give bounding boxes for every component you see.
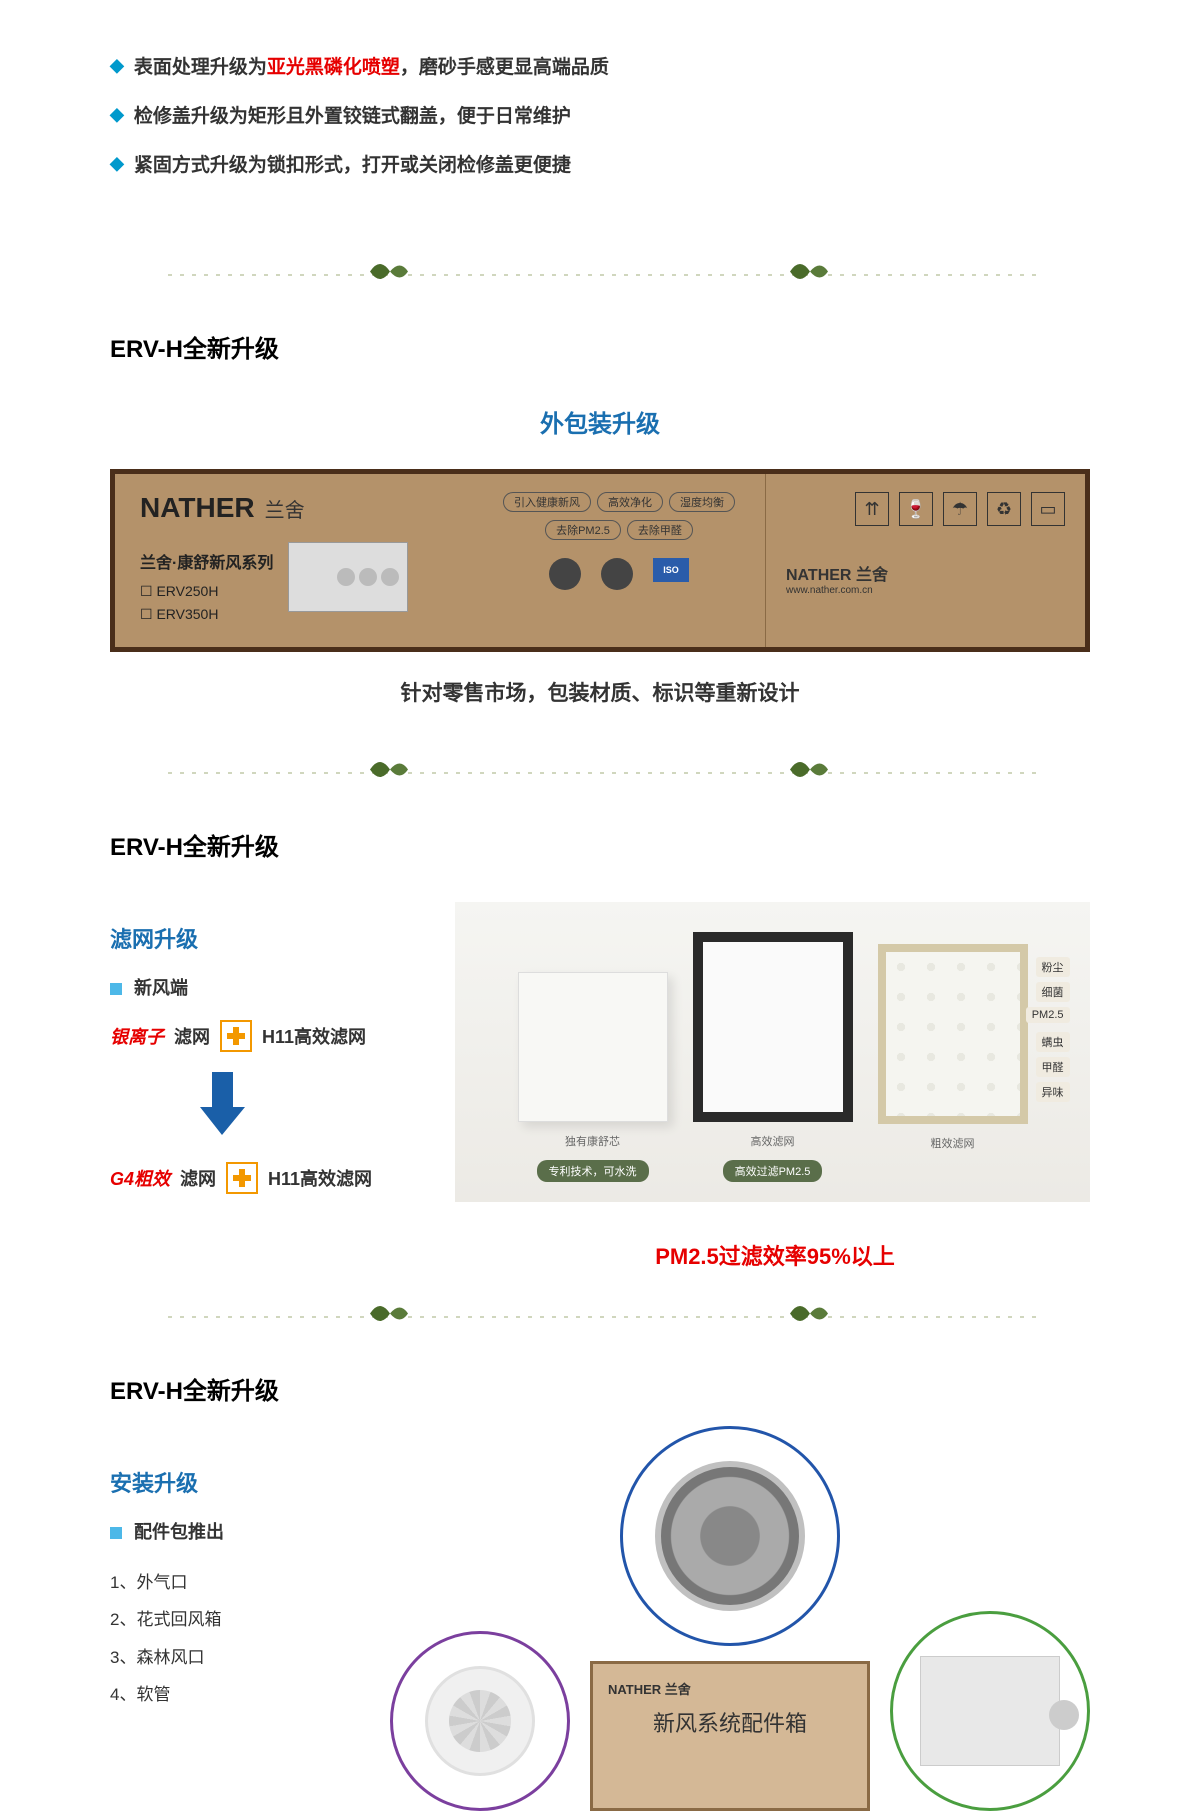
filter-combo-row: G4粗效滤网 H11高效滤网 [110, 1162, 440, 1194]
list-item: 3、森林风口 [110, 1639, 360, 1676]
filter-core-image [518, 972, 668, 1122]
vent-image [920, 1656, 1060, 1766]
stack-icon: ▭ [1031, 492, 1065, 526]
accessory-circle [390, 1631, 570, 1811]
list-item: 1、外气口 [110, 1564, 360, 1601]
device-illustration [288, 542, 408, 612]
accessory-label: 配件包推出 [110, 1518, 360, 1544]
hepa-filter-image [693, 932, 853, 1122]
leaf-divider [110, 1291, 1090, 1341]
diamond-icon: ◆ [110, 55, 124, 76]
leaf-divider [110, 747, 1090, 797]
pm25-efficiency: PM2.5过滤效率95%以上 [110, 1239, 1090, 1271]
section-title: ERV-H全新升级 [110, 1371, 1090, 1406]
accessory-list: 1、外气口 2、花式回风箱 3、森林风口 4、软管 [110, 1564, 360, 1714]
model-item: ERV250H [140, 583, 273, 600]
filter-combo-row: 银离子滤网 H11高效滤网 [110, 1020, 440, 1052]
filter-image-panel: 独有康舒芯 专利技术，可水洗 高效滤网 高效过滤PM2.5 粉尘 细菌 PM2.… [455, 902, 1090, 1202]
fragile-icon: 🍷 [899, 492, 933, 526]
plus-icon [226, 1162, 258, 1194]
bullet-item: ◆ 紧固方式升级为锁扣形式，打开或关闭检修盖更便捷 [110, 150, 1090, 177]
cert-icon [601, 558, 633, 590]
vent-image [655, 1461, 805, 1611]
up-arrows-icon: ⇈ [855, 492, 889, 526]
coarse-filter-image: 粉尘 细菌 PM2.5 螨虫 甲醛 异味 [878, 944, 1028, 1124]
section-title: ERV-H全新升级 [110, 329, 1090, 364]
brand-name: NATHER [140, 492, 255, 523]
packaging-box: NATHER兰舍 兰舍·康舒新风系列 ERV250H ERV350H 引入健康新… [110, 469, 1090, 652]
list-item: 4、软管 [110, 1676, 360, 1713]
install-upgrade-title: 安装升级 [110, 1466, 360, 1498]
diamond-icon: ◆ [110, 104, 124, 125]
series-name: 兰舍·康舒新风系列 [140, 549, 273, 573]
filter-side-label: 新风端 [110, 974, 440, 1000]
leaf-divider [110, 249, 1090, 299]
plus-icon [220, 1020, 252, 1052]
accessory-box: NATHER 兰舍 新风系统配件箱 [590, 1661, 870, 1811]
model-item: ERV350H [140, 606, 273, 623]
section-title: ERV-H全新升级 [110, 827, 1090, 862]
packaging-desc: 针对零售市场，包装材质、标识等重新设计 [110, 677, 1090, 707]
arrow-down-icon [195, 1072, 440, 1142]
diamond-icon: ◆ [110, 153, 124, 174]
section-subtitle: 外包装升级 [110, 404, 1090, 439]
filter-upgrade-title: 滤网升级 [110, 922, 440, 954]
url-text: www.nather.com.cn [786, 585, 1065, 596]
iso-icon: ISO [653, 558, 689, 582]
list-item: 2、花式回风箱 [110, 1601, 360, 1638]
accessory-circle [620, 1426, 840, 1646]
vent-image [425, 1666, 535, 1776]
feature-bullets: ◆ 表面处理升级为亚光黑磷化喷塑，磨砂手感更显高端品质 ◆ 检修盖升级为矩形且外… [110, 0, 1090, 239]
bullet-item: ◆ 检修盖升级为矩形且外置铰链式翻盖，便于日常维护 [110, 101, 1090, 128]
umbrella-icon: ☂ [943, 492, 977, 526]
cert-icon [549, 558, 581, 590]
bullet-item: ◆ 表面处理升级为亚光黑磷化喷塑，磨砂手感更显高端品质 [110, 52, 1090, 79]
recycle-icon: ♻ [987, 492, 1021, 526]
accessory-circle [890, 1611, 1090, 1811]
